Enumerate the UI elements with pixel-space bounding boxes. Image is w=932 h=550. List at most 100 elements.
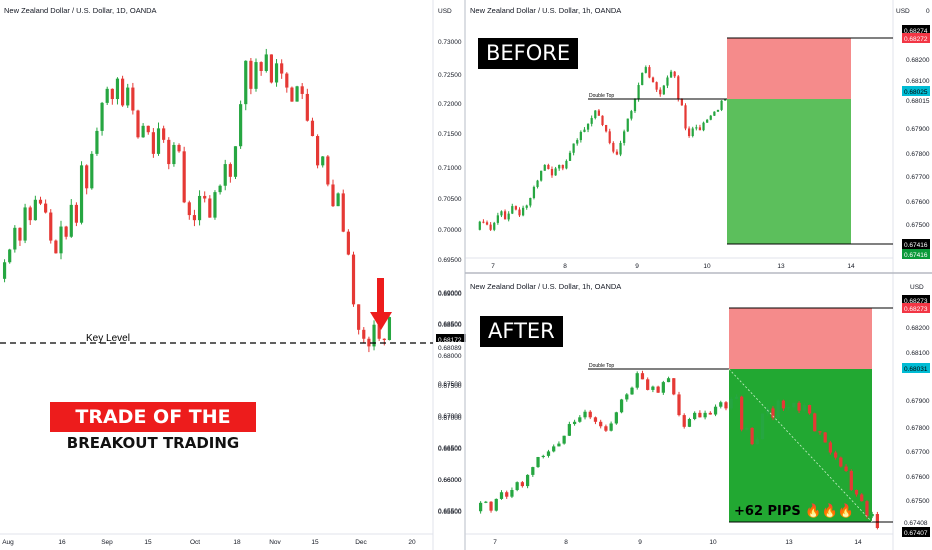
right-tick-label: 0.68015 [906,98,930,105]
candle-body [546,451,551,456]
down-arrow-head [370,312,392,330]
candle-body [648,67,651,78]
candle-body [839,457,843,467]
candle-body [305,93,309,121]
candle-body [651,77,655,83]
candle-body [90,153,94,189]
candle-body [177,144,181,152]
candle-body [351,254,356,305]
y-tick-label: 0.66000 [438,477,462,484]
candle-body [493,222,496,230]
candle-body [79,165,84,223]
candle-body [588,411,592,418]
candle-body [536,180,539,187]
y-tick-label: 0.71000 [438,165,462,172]
candle-body [532,186,536,198]
candle-body [192,215,197,221]
candle-body [362,329,366,339]
candle-body [300,86,304,94]
candle-body [223,164,227,186]
candle-body [854,489,859,495]
candle-body [601,115,604,125]
candle-body [382,338,386,341]
price-badge [902,86,930,96]
candle-body [74,204,78,223]
key-level-label: Key Level [86,333,130,344]
candle-body [641,72,644,86]
x-tick-label: Aug [2,539,14,546]
candle-body [316,136,320,166]
candle-body [529,197,532,206]
after-chart: New Zealand Dollar / U.S. Dollar, 1h, OA… [438,273,930,550]
candle-body [346,231,350,255]
take-profit-zone [727,99,851,244]
candle-body [525,474,530,487]
right-tick-label: 0.67700 [906,174,930,181]
candle-body [677,76,680,100]
candle-body [18,227,22,241]
candle-body [680,99,684,106]
candle-body [500,211,503,216]
right-tick-label: 0.67700 [906,449,930,456]
x-tick-label: 14 [854,539,862,546]
price-badge [902,303,930,313]
price-badge [902,295,930,305]
right-tick-label: 0.67900 [906,398,930,405]
y-tick-label: 0.67500 [438,381,462,388]
candle-body [156,128,161,154]
left-currency: USD [438,8,452,15]
y-tick-label: 0.67000 [438,415,462,422]
candle-body [860,494,864,502]
candle-body [69,204,73,237]
candle-body [146,125,150,133]
candle-body [182,151,186,203]
x-tick-label: 16 [58,539,66,546]
candle-body [557,443,561,447]
candle-body [695,127,698,129]
candle-body [485,222,489,225]
candle-body [567,424,571,436]
candle-body [377,324,381,339]
candle-body [514,206,518,210]
y-tick-label: 0.70000 [438,227,462,234]
candle-body [719,402,723,407]
candle-body [550,169,554,176]
candle-body [844,466,848,471]
candle-body [776,400,780,418]
candle-body [630,111,633,119]
candle-body [682,415,686,427]
y-tick-label: 0.67000 [438,413,462,420]
candle-body [95,130,99,154]
right-tick-label: 0.67500 [906,498,930,505]
y-tick-label: 0.68000 [438,353,462,360]
candle-body [792,402,796,408]
candle-body [576,140,579,144]
candle-body [706,119,709,123]
candle-body [478,221,481,230]
x-tick-label: 10 [709,539,717,546]
candle-body [110,88,114,100]
candle-body [734,396,739,399]
candle-body [510,489,514,497]
price-badge-label: 0.68031 [904,366,928,373]
candle-body [750,427,754,445]
x-tick-label: 9 [635,263,639,270]
y-tick-label: 0.66500 [438,446,462,453]
trade-of-week-banner: TRADE OF THE WEEK [50,402,256,458]
candle-body [823,432,827,443]
candle-body [740,396,744,430]
candle-body [562,435,566,444]
candle-body [724,402,728,409]
candle-body [797,402,801,411]
candle-body [136,110,140,138]
x-tick-label: 13 [777,263,785,270]
breakout-trading-subtitle: BREAKOUT TRADING [66,434,240,452]
candle-body [13,227,17,250]
candle-body [666,77,669,86]
before-header: New Zealand Dollar / U.S. Dollar, 1h, OA… [470,6,621,15]
right-tick-label: 0.67600 [906,474,930,481]
after-tag: AFTER [480,316,563,347]
candle-body [547,164,550,170]
candle-body [541,455,545,458]
x-tick-label: Dec [355,539,367,546]
